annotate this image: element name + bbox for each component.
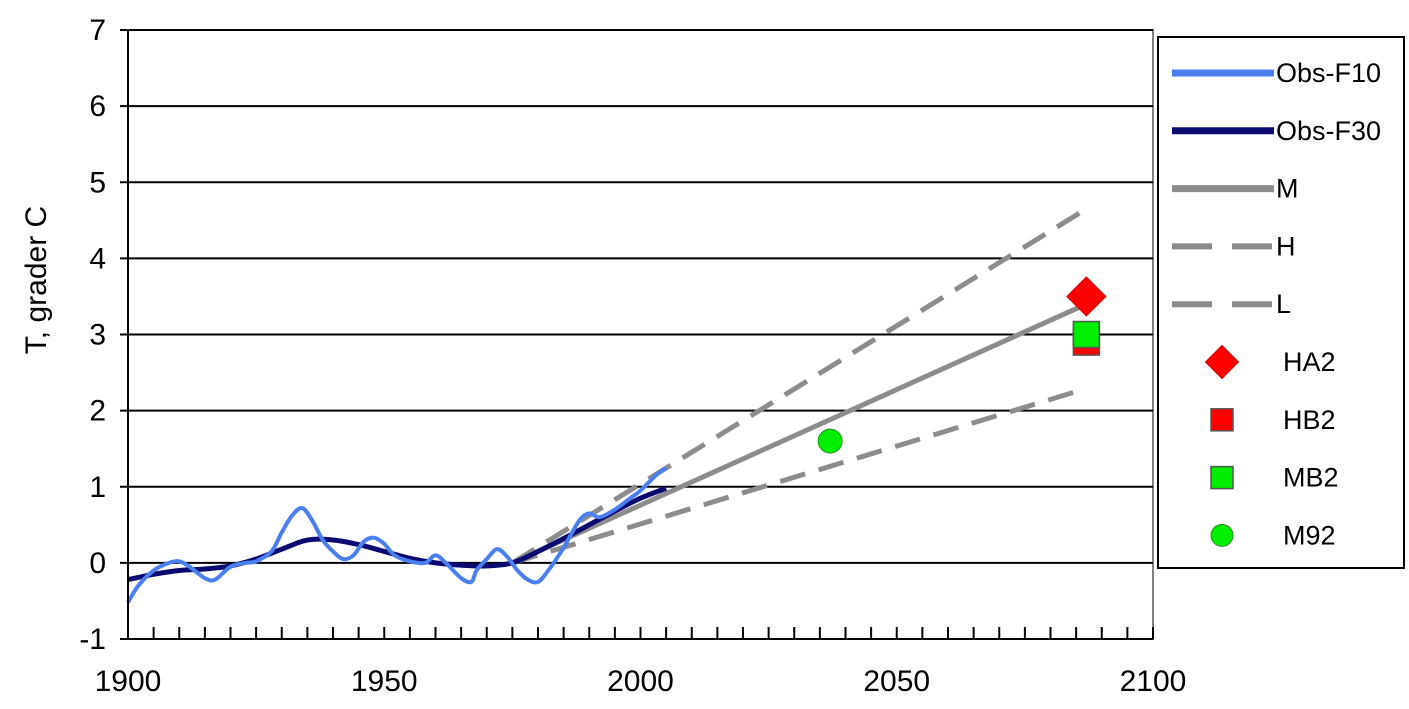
series-line-h bbox=[511, 206, 1088, 566]
y-tick-label: -1 bbox=[79, 623, 106, 656]
legend-label-obs-f10: Obs-F10 bbox=[1276, 58, 1381, 88]
legend-label-h: H bbox=[1276, 231, 1296, 261]
marker-mb2 bbox=[1072, 320, 1101, 349]
x-tick-label: 2050 bbox=[863, 665, 930, 698]
series-line-obs-f10 bbox=[126, 466, 668, 604]
legend-swatch-mb2 bbox=[1210, 465, 1234, 490]
x-tick-label: 1950 bbox=[351, 665, 418, 698]
y-axis-title: T, grader C bbox=[20, 206, 53, 354]
legend-label-l: L bbox=[1276, 289, 1291, 319]
y-tick-label: 7 bbox=[89, 14, 106, 47]
y-tick-label: 4 bbox=[89, 242, 106, 275]
legend-swatch-hb2 bbox=[1210, 408, 1234, 432]
series-line-l bbox=[511, 389, 1077, 566]
legend-label-mb2: MB2 bbox=[1283, 463, 1339, 493]
y-tick-label: 0 bbox=[89, 547, 106, 580]
plot-area bbox=[126, 206, 1107, 604]
x-tick-label: 2100 bbox=[1120, 665, 1187, 698]
marker-m92 bbox=[817, 428, 843, 454]
series-line-m bbox=[511, 301, 1088, 566]
legend-label-m92: M92 bbox=[1283, 520, 1336, 550]
marker-ha2 bbox=[1066, 276, 1107, 317]
y-tick-label: 5 bbox=[89, 166, 106, 199]
y-tick-label: 6 bbox=[89, 90, 106, 123]
x-tick-label: 2000 bbox=[607, 665, 674, 698]
legend-swatch-m92 bbox=[1210, 523, 1234, 547]
legend: Obs-F10 Obs-F30 MHL HA2 HB2 MB2 M92 bbox=[1157, 36, 1405, 569]
legend-label-hb2: HB2 bbox=[1283, 405, 1336, 435]
legend-label-ha2: HA2 bbox=[1283, 347, 1336, 377]
series-line-obs-f30 bbox=[127, 485, 668, 583]
y-tick-label: 3 bbox=[89, 319, 106, 352]
legend-label-obs-f30: Obs-F30 bbox=[1276, 116, 1381, 146]
x-tick-label: 1900 bbox=[95, 665, 162, 698]
axes: T, grader C -1 0 1 2 3 4 5 6 7 1900 1950 2000 2050 21… bbox=[20, 14, 1186, 698]
legend-swatch-ha2 bbox=[1204, 344, 1240, 380]
legend-label-m: M bbox=[1276, 174, 1299, 204]
y-tick-label: 1 bbox=[89, 471, 106, 504]
y-tick-label: 2 bbox=[89, 395, 106, 428]
